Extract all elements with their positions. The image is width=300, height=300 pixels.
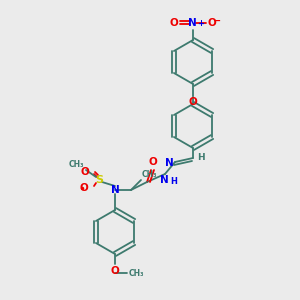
Text: +: + bbox=[197, 20, 205, 28]
Text: N: N bbox=[160, 175, 168, 185]
Text: S: S bbox=[95, 175, 103, 185]
Text: O: O bbox=[111, 266, 119, 276]
Text: O: O bbox=[79, 183, 88, 193]
Text: O: O bbox=[148, 157, 158, 167]
Text: O: O bbox=[169, 17, 178, 28]
Text: CH₃: CH₃ bbox=[68, 160, 84, 169]
Text: −: − bbox=[213, 16, 221, 26]
Text: O: O bbox=[207, 17, 216, 28]
Text: H: H bbox=[197, 154, 205, 163]
Text: H: H bbox=[170, 177, 177, 186]
Text: N: N bbox=[165, 158, 174, 168]
Text: CH₃: CH₃ bbox=[129, 268, 145, 278]
Text: O: O bbox=[80, 167, 89, 177]
Text: CH₃: CH₃ bbox=[142, 170, 158, 179]
Text: O: O bbox=[189, 97, 197, 107]
Text: N: N bbox=[111, 185, 119, 195]
Text: N: N bbox=[188, 19, 196, 28]
